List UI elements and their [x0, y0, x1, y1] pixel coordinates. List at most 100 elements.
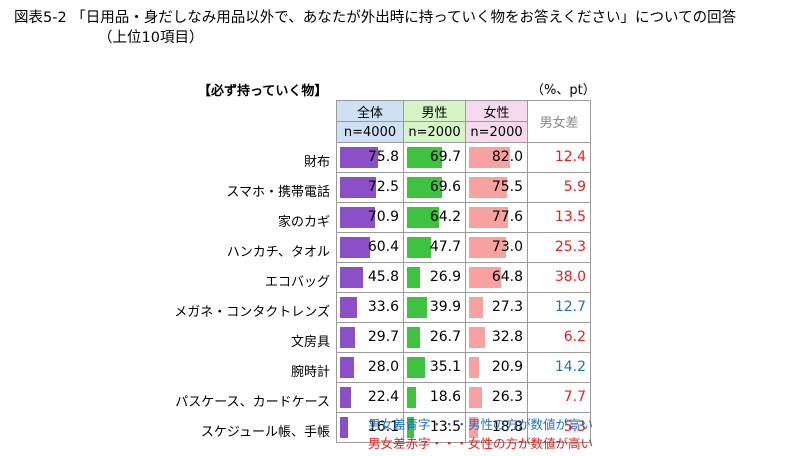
cell-all: 16.1 — [336, 412, 404, 443]
cell-male: 26.9 — [403, 262, 466, 293]
bar-male — [407, 327, 421, 348]
bar-female — [469, 237, 506, 258]
bar-female — [469, 357, 480, 378]
value-diff: 5.3 — [563, 419, 586, 435]
row-label: スケジュール帳、手帳 — [200, 425, 330, 440]
value-male: 64.2 — [429, 209, 461, 225]
value-female: 26.3 — [491, 389, 523, 405]
row-label: パスケース、カードケース — [175, 395, 330, 410]
cell-male: 26.7 — [403, 322, 466, 353]
cell-female: 82.0 — [465, 142, 528, 173]
table-row: 45.8 26.9 64.8 38.0 — [336, 262, 591, 293]
cell-female: 77.6 — [465, 202, 528, 233]
value-diff: 13.5 — [554, 209, 586, 225]
table-row: 70.9 64.2 77.6 13.5 — [336, 202, 591, 233]
cell-male: 69.6 — [403, 172, 466, 203]
value-male: 26.9 — [429, 269, 461, 285]
value-female: 20.9 — [491, 359, 523, 375]
cell-diff: 13.5 — [527, 202, 591, 233]
row-label: 腕時計 — [290, 365, 330, 380]
cell-all: 33.6 — [336, 292, 404, 323]
value-male: 26.7 — [429, 329, 461, 345]
cell-all: 22.4 — [336, 382, 404, 413]
bar-male — [407, 417, 414, 438]
row-label: ハンカチ、タオル — [226, 245, 330, 260]
bar-male — [407, 147, 442, 168]
cell-diff: 12.7 — [527, 292, 591, 323]
value-all: 72.5 — [367, 179, 399, 195]
row-label: エコバッグ — [264, 275, 330, 290]
value-all: 60.4 — [367, 239, 399, 255]
value-female: 18.8 — [491, 419, 523, 435]
cell-all: 45.8 — [336, 262, 404, 293]
note-blue: 男女差青字・・・男性の方が数値が高い — [368, 417, 594, 432]
cell-male: 35.1 — [403, 352, 466, 383]
row-labels: 財布 スマホ・携帯電話 家のカギ ハンカチ、タオル エコバッグ メガネ・コンタクトレンズ文… — [150, 148, 330, 448]
bar-female — [469, 387, 483, 408]
bar-male — [407, 267, 421, 288]
header-male-n: n=2000 — [403, 121, 466, 143]
cell-all: 60.4 — [336, 232, 404, 263]
value-all: 70.9 — [367, 209, 399, 225]
bar-male — [407, 237, 431, 258]
value-male: 13.5 — [429, 419, 461, 435]
value-male: 69.6 — [429, 179, 461, 195]
header-male-name: 男性 — [403, 100, 466, 122]
cell-female: 64.8 — [465, 262, 528, 293]
cell-male: 64.2 — [403, 202, 466, 233]
cell-all: 75.8 — [336, 142, 404, 173]
value-all: 22.4 — [367, 389, 399, 405]
header-all-n: n=4000 — [336, 121, 404, 143]
value-diff: 38.0 — [554, 269, 586, 285]
cell-diff: 5.9 — [527, 172, 591, 203]
row-label: 文房具 — [290, 335, 330, 350]
value-diff: 14.2 — [554, 359, 586, 375]
cell-diff: 5.3 — [527, 412, 591, 443]
cell-diff: 12.4 — [527, 142, 591, 173]
table-row: 28.0 35.1 20.9 14.2 — [336, 352, 591, 383]
cell-male: 39.9 — [403, 292, 466, 323]
value-all: 16.1 — [367, 419, 399, 435]
value-all: 28.0 — [367, 359, 399, 375]
cell-female: 75.5 — [465, 172, 528, 203]
value-male: 18.6 — [429, 389, 461, 405]
row-label: 家のカギ — [277, 215, 330, 230]
cell-diff: 6.2 — [527, 322, 591, 353]
section-label: 【必ず持っていく物】 — [198, 84, 328, 99]
cell-male: 13.5 — [403, 412, 466, 443]
cell-male: 18.6 — [403, 382, 466, 413]
cell-female: 27.3 — [465, 292, 528, 323]
cell-diff: 25.3 — [527, 232, 591, 263]
cell-all: 28.0 — [336, 352, 404, 383]
cell-diff: 14.2 — [527, 352, 591, 383]
bar-female — [469, 267, 502, 288]
bar-all — [340, 327, 355, 348]
value-all: 45.8 — [367, 269, 399, 285]
table-row: 16.1 13.5 18.8 5.3 — [336, 412, 591, 443]
bar-female — [469, 207, 508, 228]
value-male: 39.9 — [429, 299, 461, 315]
bar-male — [407, 357, 425, 378]
row-label: スマホ・携帯電話 — [226, 185, 330, 200]
bar-female — [469, 327, 486, 348]
value-female: 27.3 — [491, 299, 523, 315]
value-diff: 5.9 — [563, 179, 586, 195]
value-male: 47.7 — [429, 239, 461, 255]
cell-male: 47.7 — [403, 232, 466, 263]
bar-all — [340, 237, 371, 258]
value-female: 75.5 — [491, 179, 523, 195]
cell-diff: 38.0 — [527, 262, 591, 293]
bar-all — [340, 297, 357, 318]
bar-all — [340, 357, 354, 378]
value-female: 32.8 — [491, 329, 523, 345]
cell-female: 20.9 — [465, 352, 528, 383]
table-row: 33.6 39.9 27.3 12.7 — [336, 292, 591, 323]
value-male: 35.1 — [429, 359, 461, 375]
row-label: メガネ・コンタクトレンズ — [174, 305, 330, 320]
bar-male — [407, 207, 440, 228]
bar-male — [407, 297, 427, 318]
value-diff: 25.3 — [554, 239, 586, 255]
table-row: 72.5 69.6 75.5 5.9 — [336, 172, 591, 203]
title-line-2: （上位10項目） — [98, 30, 204, 46]
table-row: 29.7 26.7 32.8 6.2 — [336, 322, 591, 353]
